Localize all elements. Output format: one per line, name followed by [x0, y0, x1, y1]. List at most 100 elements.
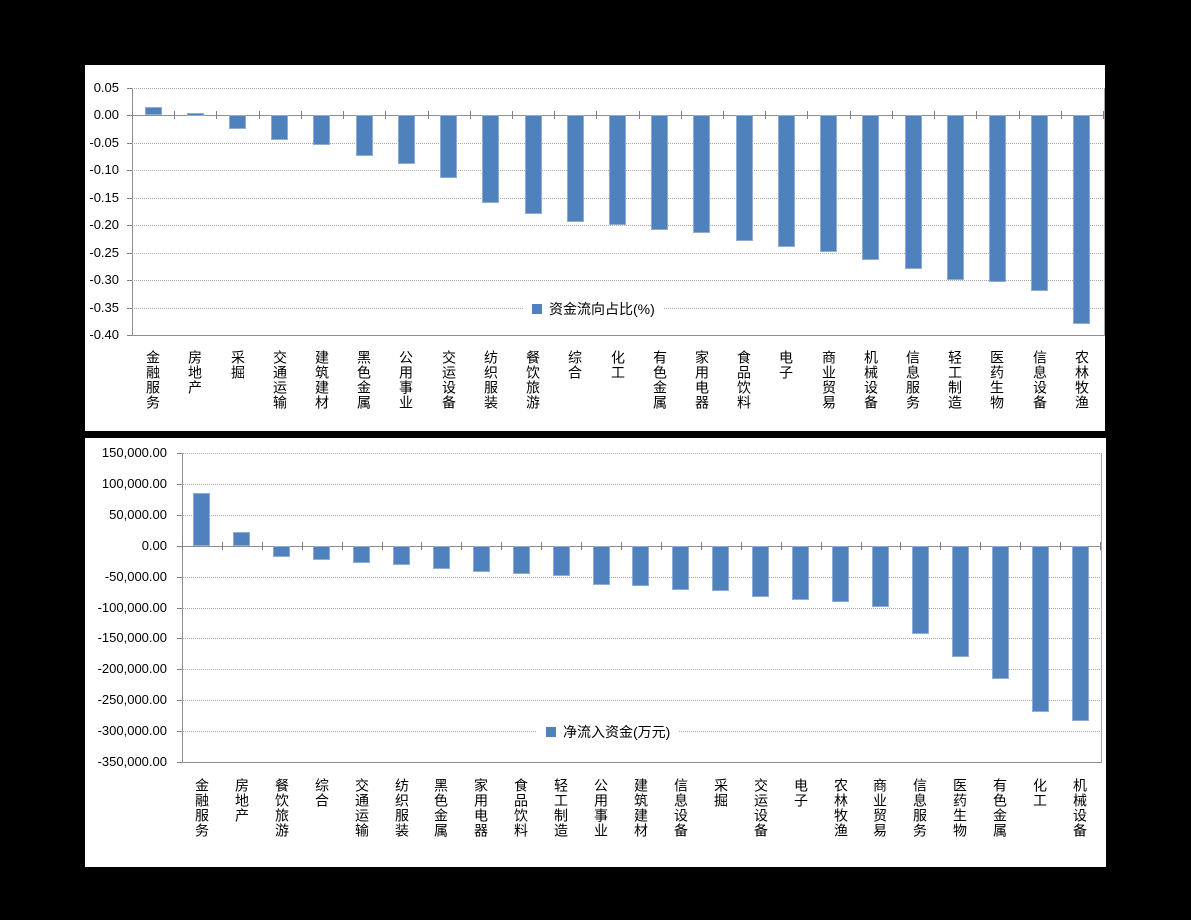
bar-综合: [567, 115, 584, 222]
category-label: 黑色金属: [356, 350, 372, 410]
category-axis-tick: [821, 542, 822, 550]
category-axis-tick: [1020, 542, 1021, 550]
bar-机械设备: [862, 115, 879, 260]
category-axis-tick: [940, 542, 941, 550]
y-axis-tick-label: -200,000.00: [97, 661, 167, 676]
category-axis-tick: [421, 542, 422, 550]
bar-建筑建材: [313, 115, 330, 145]
category-label: 公用事业: [593, 778, 609, 838]
legend-label: 净流入资金(万元): [563, 724, 671, 740]
bar-家用电器: [473, 546, 490, 572]
y-axis-tick: [177, 638, 182, 639]
category-axis-tick: [900, 542, 901, 550]
category-label: 餐饮旅游: [525, 350, 541, 410]
y-axis-tick-label: 0.00: [93, 107, 119, 122]
bar-电子: [792, 546, 809, 600]
y-axis-tick: [127, 225, 132, 226]
bar-化工: [1032, 546, 1049, 712]
bar-商业贸易: [872, 546, 889, 607]
legend-swatch-icon: [532, 304, 542, 314]
y-axis-tick: [127, 88, 132, 89]
category-axis-tick: [461, 542, 462, 550]
y-axis-tick-label: -0.05: [89, 135, 119, 150]
bar-综合: [313, 546, 330, 560]
y-axis-tick: [127, 170, 132, 171]
bar-交通运输: [353, 546, 370, 563]
y-axis-tick: [127, 308, 132, 309]
bar-医药生物: [989, 115, 1006, 282]
category-label: 食品饮料: [736, 350, 752, 410]
y-axis-tick-label: -250,000.00: [97, 692, 167, 707]
y-axis-tick: [177, 546, 182, 547]
bar-黑色金属: [433, 546, 450, 569]
category-label: 机械设备: [1072, 778, 1088, 838]
y-axis-tick: [127, 115, 132, 116]
category-label: 信息服务: [912, 778, 928, 838]
bar-房地产: [233, 532, 250, 546]
y-axis-tick-label: -0.35: [89, 300, 119, 315]
category-label: 轻工制造: [553, 778, 569, 838]
category-label: 有色金属: [992, 778, 1008, 838]
category-label: 机械设备: [863, 350, 879, 410]
category-label: 医药生物: [952, 778, 968, 838]
category-axis-tick: [1103, 111, 1104, 119]
bar-餐饮旅游: [273, 546, 290, 557]
category-label: 综合: [567, 350, 583, 380]
category-label: 食品饮料: [513, 778, 529, 838]
gridline: [132, 88, 1103, 89]
bar-金融服务: [145, 107, 162, 115]
y-axis-tick: [127, 253, 132, 254]
bar-有色金属: [651, 115, 668, 230]
category-axis-tick: [554, 111, 555, 119]
fund-flow-ratio-chart-panel: 资金流向占比(%) 0.05 0.00 -0.05 -0.10 -0.15 -0.20 -0…: [85, 65, 1105, 431]
category-axis-tick: [470, 111, 471, 119]
category-axis-tick: [976, 111, 977, 119]
y-axis-tick-label: -50,000.00: [104, 569, 167, 584]
category-axis-tick: [621, 542, 622, 550]
category-label: 金融服务: [194, 778, 210, 838]
y-axis-tick-label: 50,000.00: [109, 507, 167, 522]
y-axis-tick: [177, 608, 182, 609]
plot-area: [132, 88, 1105, 336]
bar-化工: [609, 115, 626, 225]
category-axis-tick: [343, 111, 344, 119]
bar-交运设备: [440, 115, 457, 178]
y-axis-tick-label: -0.20: [89, 217, 119, 232]
y-axis-tick-label: -0.30: [89, 272, 119, 287]
category-label: 交通运输: [354, 778, 370, 838]
category-axis-tick: [723, 111, 724, 119]
gridline: [182, 700, 1100, 701]
bar-农林牧渔: [1073, 115, 1090, 324]
y-axis-tick-label: 100,000.00: [101, 476, 167, 491]
category-axis-tick: [259, 111, 260, 119]
bar-交运设备: [752, 546, 769, 597]
category-label: 交运设备: [753, 778, 769, 838]
legend-swatch-icon: [546, 727, 556, 737]
bar-轻工制造: [947, 115, 964, 280]
bar-纺织服装: [393, 546, 410, 565]
category-axis-tick: [302, 542, 303, 550]
bar-公用事业: [398, 115, 415, 164]
gridline: [182, 638, 1100, 639]
y-axis-tick: [177, 484, 182, 485]
gridline: [182, 484, 1100, 485]
bar-金融服务: [193, 493, 210, 546]
category-label: 家用电器: [473, 778, 489, 838]
bar-信息服务: [912, 546, 929, 634]
category-label: 建筑建材: [314, 350, 330, 410]
category-axis-tick: [1019, 111, 1020, 119]
bar-医药生物: [952, 546, 969, 657]
y-axis-tick: [177, 577, 182, 578]
category-label: 纺织服装: [394, 778, 410, 838]
y-axis-tick-label: -100,000.00: [97, 600, 167, 615]
category-label: 信息设备: [1032, 350, 1048, 410]
bar-餐饮旅游: [525, 115, 542, 214]
category-axis-tick: [301, 111, 302, 119]
bar-信息设备: [1031, 115, 1048, 291]
category-axis-tick: [385, 111, 386, 119]
category-label: 黑色金属: [433, 778, 449, 838]
category-label: 信息服务: [905, 350, 921, 410]
gridline: [132, 280, 1103, 281]
bar-交通运输: [271, 115, 288, 140]
category-label: 医药生物: [989, 350, 1005, 410]
